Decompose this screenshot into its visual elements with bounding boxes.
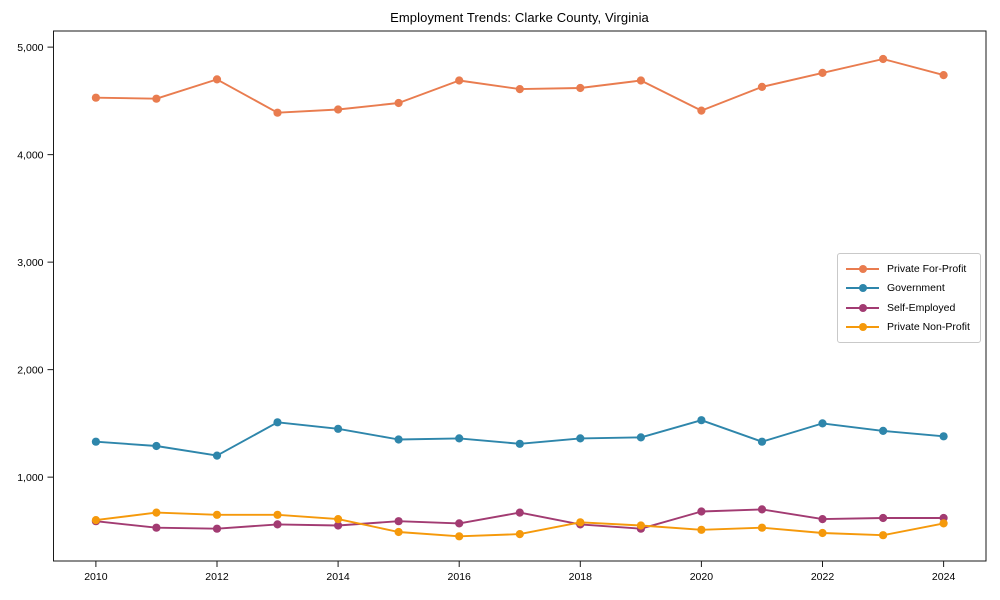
- legend-marker-icon: [846, 264, 879, 274]
- data-point-government-2023: [879, 426, 888, 435]
- x-axis-tick-label: 2012: [205, 571, 229, 583]
- legend-marker-icon: [846, 303, 879, 313]
- data-point-self-employed-2014: [334, 521, 343, 530]
- x-axis-tick-label: 2024: [932, 571, 956, 583]
- y-axis-tick-label: 5,000: [17, 42, 43, 54]
- data-point-private-for-profit-2018: [576, 83, 585, 93]
- data-point-private-for-profit-2021: [757, 82, 767, 91]
- legend-label: Private Non-Profit: [887, 320, 970, 333]
- data-point-private-for-profit-2020: [697, 106, 706, 115]
- legend-item-self-employed: Self-Employed: [846, 299, 972, 317]
- data-point-private-non-profit-2011: [152, 508, 161, 517]
- legend-label: Government: [887, 282, 945, 295]
- data-point-private-for-profit-2023: [879, 54, 888, 64]
- data-point-private-non-profit-2015: [394, 527, 403, 537]
- legend-marker-icon: [846, 283, 879, 293]
- series-line-government: [94, 419, 945, 457]
- data-point-government-2022: [818, 419, 827, 428]
- data-point-self-employed-2016: [455, 519, 464, 528]
- x-axis-tick-label: 2014: [326, 571, 350, 583]
- data-point-private-non-profit-2022: [818, 528, 827, 538]
- y-axis-tick-label: 3,000: [17, 257, 43, 269]
- chart-legend: Private For-Profit Government Self-Employe…: [837, 253, 981, 343]
- data-point-government-2011: [152, 441, 161, 451]
- chart-title: Employment Trends: Clarke County, Virgin…: [390, 10, 649, 25]
- data-point-government-2010: [91, 437, 100, 446]
- data-point-private-non-profit-2023: [879, 531, 888, 540]
- legend-item-private-for-profit: Private For-Profit: [846, 260, 972, 278]
- data-point-self-employed-2013: [273, 520, 282, 529]
- data-point-private-for-profit-2016: [455, 76, 464, 85]
- data-point-government-2012: [212, 451, 222, 460]
- data-point-self-employed-2011: [152, 523, 161, 532]
- data-point-private-non-profit-2024: [939, 519, 948, 528]
- data-point-government-2013: [273, 418, 282, 427]
- data-point-self-employed-2021: [757, 505, 767, 514]
- x-axis-tick-label: 2016: [448, 571, 472, 583]
- data-point-private-non-profit-2021: [757, 523, 767, 532]
- legend-item-private-non-profit: Private Non-Profit: [846, 318, 972, 336]
- data-point-self-employed-2022: [818, 515, 827, 524]
- data-point-private-for-profit-2014: [334, 105, 343, 114]
- legend-item-government: Government: [846, 279, 972, 297]
- plot-frame: [53, 30, 987, 562]
- y-axis-tick-label: 2,000: [17, 364, 43, 376]
- data-point-government-2017: [515, 439, 524, 448]
- data-point-government-2019: [636, 433, 646, 442]
- data-point-private-non-profit-2013: [273, 510, 282, 519]
- y-axis-tick-label: 4,000: [17, 149, 43, 161]
- data-point-private-non-profit-2012: [212, 510, 222, 519]
- data-point-government-2014: [334, 424, 343, 433]
- data-point-government-2021: [757, 437, 767, 446]
- data-point-private-for-profit-2011: [152, 94, 161, 103]
- data-point-government-2016: [455, 434, 464, 443]
- data-point-private-non-profit-2014: [334, 515, 343, 524]
- y-axis-tick-label: 1,000: [17, 472, 43, 484]
- data-point-private-for-profit-2017: [515, 85, 524, 94]
- data-point-self-employed-2012: [212, 524, 222, 533]
- data-point-self-employed-2015: [394, 517, 403, 526]
- data-point-private-non-profit-2016: [455, 532, 464, 541]
- legend-label: Self-Employed: [887, 301, 956, 314]
- data-point-self-employed-2023: [879, 513, 888, 523]
- data-point-private-non-profit-2018: [576, 518, 585, 527]
- data-point-private-for-profit-2013: [273, 108, 282, 117]
- data-point-government-2018: [576, 434, 585, 443]
- x-axis-tick-label: 2020: [690, 571, 714, 583]
- x-axis-tick-label: 2018: [569, 571, 593, 583]
- data-point-private-for-profit-2019: [636, 76, 646, 85]
- legend-marker-icon: [846, 322, 879, 332]
- data-point-private-for-profit-2015: [394, 98, 403, 108]
- x-axis-tick-label: 2010: [84, 571, 108, 583]
- data-point-private-for-profit-2012: [212, 75, 222, 84]
- data-point-government-2020: [697, 416, 706, 425]
- data-point-private-for-profit-2022: [818, 68, 827, 77]
- data-point-government-2024: [939, 432, 948, 441]
- data-point-government-2015: [394, 435, 403, 444]
- data-point-private-non-profit-2010: [91, 516, 100, 525]
- data-point-private-non-profit-2019: [636, 521, 646, 530]
- data-point-private-non-profit-2020: [697, 525, 706, 534]
- data-point-private-for-profit-2010: [91, 93, 100, 102]
- data-point-private-non-profit-2017: [515, 530, 524, 539]
- x-axis-tick-label: 2022: [811, 571, 835, 583]
- data-point-self-employed-2020: [697, 507, 706, 516]
- data-point-self-employed-2017: [515, 508, 524, 517]
- legend-label: Private For-Profit: [887, 263, 967, 275]
- data-point-private-for-profit-2024: [939, 71, 948, 80]
